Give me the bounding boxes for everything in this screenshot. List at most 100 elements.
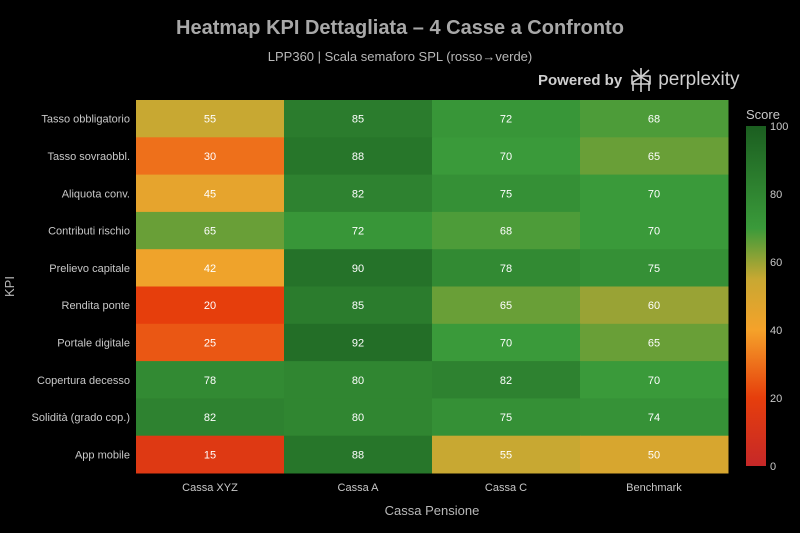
- brand-name: perplexity: [658, 69, 740, 90]
- cell-value-label: 42: [204, 263, 216, 275]
- cell-value-label: 65: [500, 300, 512, 312]
- heatmap-cell: [580, 361, 729, 399]
- x-tick-label: Cassa XYZ: [182, 482, 238, 494]
- colorbar-tick-label: 100: [770, 121, 788, 133]
- cell-value-label: 60: [648, 300, 660, 312]
- y-tick-label: Portale digitale: [57, 337, 130, 349]
- chart-title: Heatmap KPI Dettagliata – 4 Casse a Conf…: [176, 17, 624, 39]
- heatmap-cell: [432, 137, 581, 176]
- y-tick-label: Rendita ponte: [62, 300, 131, 312]
- x-tick-label: Cassa C: [485, 482, 527, 494]
- cell-value-label: 75: [648, 263, 660, 275]
- heatmap-cell: [284, 174, 433, 213]
- x-tick-label: Cassa A: [338, 482, 380, 494]
- heatmap-cell: [136, 137, 285, 176]
- cell-value-label: 50: [648, 449, 660, 461]
- y-tick-label: App mobile: [75, 449, 130, 461]
- heatmap-cell: [580, 286, 729, 325]
- cell-value-label: 70: [500, 337, 512, 349]
- cell-value-label: 20: [204, 300, 216, 312]
- heatmap-cell: [284, 361, 433, 399]
- cell-value-label: 68: [500, 226, 512, 238]
- heatmap-cell: [284, 137, 433, 176]
- heatmap-cell: [284, 100, 433, 138]
- cell-value-label: 75: [500, 188, 512, 200]
- y-axis-title: KPI: [2, 276, 17, 297]
- cell-value-label: 78: [500, 263, 512, 275]
- heatmap-cell: [284, 249, 433, 287]
- heatmap-cell: [432, 398, 581, 437]
- y-tick-label: Copertura decesso: [37, 375, 130, 387]
- cell-value-label: 82: [352, 188, 364, 200]
- cell-value-label: 55: [204, 114, 216, 126]
- cell-value-label: 65: [204, 226, 216, 238]
- cell-value-label: 72: [352, 226, 364, 238]
- colorbar-tick-label: 80: [770, 189, 782, 201]
- cell-value-label: 55: [500, 449, 512, 461]
- colorbar-tick-label: 20: [770, 393, 782, 405]
- cell-value-label: 78: [204, 375, 216, 387]
- cell-value-label: 70: [648, 375, 660, 387]
- heatmap-cell: [432, 211, 581, 250]
- y-tick-label: Contributi rischio: [48, 226, 130, 238]
- x-tick-label: Benchmark: [626, 482, 682, 494]
- cell-value-label: 85: [352, 300, 364, 312]
- heatmap-cell: [580, 211, 729, 250]
- y-tick-label: Aliquota conv.: [62, 188, 130, 200]
- cell-value-label: 72: [500, 114, 512, 126]
- heatmap-cell: [432, 361, 581, 399]
- cell-value-label: 30: [204, 151, 216, 163]
- heatmap-cell: [432, 323, 581, 362]
- heatmap-cell: [432, 249, 581, 287]
- y-tick-label: Solidità (grado cop.): [32, 412, 130, 424]
- heatmap-cell: [284, 286, 433, 325]
- colorbar-title: Score: [746, 107, 780, 122]
- x-axis-title: Cassa Pensione: [385, 503, 480, 518]
- powered-by-badge: Powered by perplexity: [538, 66, 740, 94]
- heatmap-cell: [136, 100, 285, 138]
- heatmap-cell: [580, 100, 729, 138]
- cell-value-label: 15: [204, 449, 216, 461]
- powered-by-label: Powered by: [538, 71, 623, 89]
- heatmap-cell: [580, 435, 729, 474]
- cell-value-label: 68: [648, 114, 660, 126]
- heatmap-cell: [432, 174, 581, 213]
- y-tick-label: Tasso obbligatorio: [41, 114, 130, 126]
- heatmap-cell: [580, 249, 729, 287]
- cell-value-label: 92: [352, 337, 364, 349]
- heatmap-cell: [136, 249, 285, 287]
- cell-value-label: 70: [648, 226, 660, 238]
- heatmap-cell: [580, 137, 729, 176]
- chart-subtitle: LPP360 | Scala semaforo SPL (rosso→verde…: [267, 49, 533, 64]
- perplexity-logo-icon: [631, 68, 652, 92]
- cell-value-label: 88: [352, 449, 364, 461]
- cell-value-label: 80: [352, 375, 364, 387]
- heatmap-cell: [432, 100, 581, 138]
- cell-value-label: 70: [648, 188, 660, 200]
- heatmap-cell: [580, 323, 729, 362]
- heatmap-cell: [136, 435, 285, 474]
- cell-value-label: 90: [352, 263, 364, 275]
- heatmap-cell: [432, 286, 581, 325]
- heatmap-cell: [136, 286, 285, 325]
- heatmap-cell: [136, 361, 285, 399]
- heatmap-cell: [284, 211, 433, 250]
- heatmap-cell: [284, 398, 433, 437]
- heatmap-cell: [136, 174, 285, 213]
- heatmap-cell: [136, 398, 285, 437]
- cell-value-label: 88: [352, 151, 364, 163]
- cell-value-label: 65: [648, 337, 660, 349]
- heatmap-cell: [432, 435, 581, 474]
- colorbar-tick-label: 0: [770, 461, 776, 473]
- colorbar-tick-label: 60: [770, 257, 782, 269]
- heatmap-cell: [580, 398, 729, 437]
- cell-value-label: 45: [204, 188, 216, 200]
- y-tick-label: Tasso sovraobbl.: [47, 151, 130, 163]
- colorbar: [746, 126, 766, 466]
- cell-value-label: 75: [500, 412, 512, 424]
- cell-value-label: 65: [648, 151, 660, 163]
- heatmap-cell: [580, 174, 729, 213]
- cell-value-label: 85: [352, 114, 364, 126]
- heatmap-cell: [284, 323, 433, 362]
